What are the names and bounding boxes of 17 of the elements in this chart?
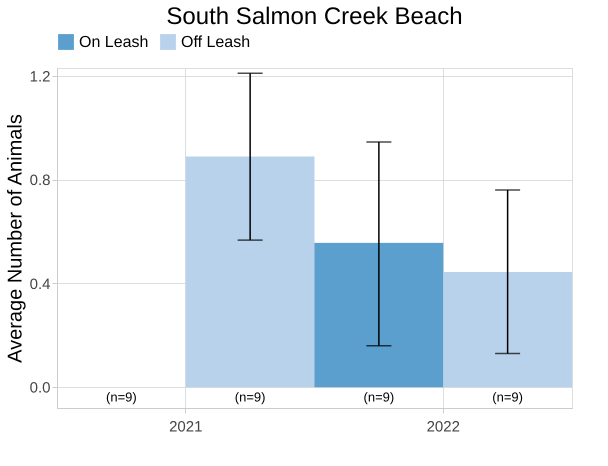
bar (186, 156, 314, 388)
y-axis-title: Average Number of Animals (4, 114, 27, 363)
x-tick-label: 2021 (169, 418, 202, 436)
bar (443, 272, 572, 388)
x-tick-label: 2022 (426, 418, 460, 436)
annotation: (n=9) (106, 390, 137, 405)
legend-label: On Leash (79, 34, 148, 51)
bar (314, 242, 444, 388)
legend-label: Off Leash (181, 34, 250, 51)
annotation: (n=9) (492, 390, 523, 405)
chart-title: South Salmon Creek Beach (166, 3, 463, 30)
annotation: (n=9) (364, 390, 394, 405)
y-tick-label: 0.8 (30, 172, 50, 190)
y-tick-label: 0.0 (30, 380, 50, 397)
y-tick-label: 1.2 (30, 68, 50, 86)
y-tick-label: 0.4 (30, 276, 50, 293)
annotation: (n=9) (234, 390, 266, 405)
